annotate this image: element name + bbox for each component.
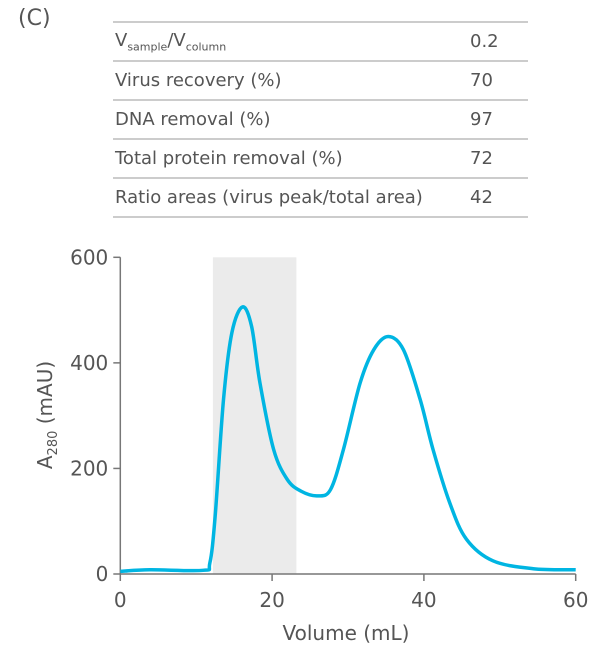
- row-label: Vsample/Vcolumn: [113, 21, 468, 62]
- y-tick-label: 0: [96, 562, 109, 586]
- x-tick-label: 20: [259, 588, 284, 612]
- row-value: 0.2: [468, 21, 528, 62]
- x-axis-label: Volume (mL): [283, 621, 410, 645]
- panel-label: (C): [18, 6, 51, 31]
- row-value: 72: [468, 138, 528, 179]
- row-value: 97: [468, 99, 528, 140]
- y-axis-label: A280 (mAU): [33, 361, 61, 469]
- table-row: DNA removal (%) 97: [113, 99, 528, 140]
- table-row: Ratio areas (virus peak/total area) 42: [113, 177, 528, 218]
- row-label: Ratio areas (virus peak/total area): [113, 177, 468, 218]
- table-row: Vsample/Vcolumn 0.2: [113, 21, 528, 62]
- x-tick-label: 40: [411, 588, 436, 612]
- y-tick-label: 400: [70, 351, 108, 375]
- results-table: Vsample/Vcolumn 0.2 Virus recovery (%) 7…: [113, 21, 528, 218]
- y-tick-label: 200: [70, 456, 108, 480]
- shaded-region: [212, 257, 297, 574]
- y-tick-label: 600: [70, 245, 108, 269]
- x-tick-label: 60: [563, 588, 588, 612]
- row-label: DNA removal (%): [113, 99, 468, 140]
- row-label: Virus recovery (%): [113, 60, 468, 101]
- table-row: Total protein removal (%) 72: [113, 138, 528, 179]
- row-value: 70: [468, 60, 528, 101]
- row-label: Total protein removal (%): [113, 138, 468, 179]
- table-row: Virus recovery (%) 70: [113, 60, 528, 101]
- row-value: 42: [468, 177, 528, 218]
- series-line: [120, 305, 576, 574]
- x-tick-label: 0: [114, 588, 127, 612]
